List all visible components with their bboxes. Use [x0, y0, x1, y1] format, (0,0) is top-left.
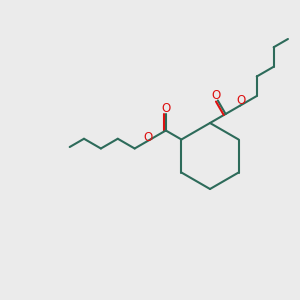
Text: O: O [236, 94, 246, 107]
Text: O: O [161, 102, 170, 116]
Text: O: O [143, 131, 153, 144]
Text: O: O [212, 89, 221, 102]
